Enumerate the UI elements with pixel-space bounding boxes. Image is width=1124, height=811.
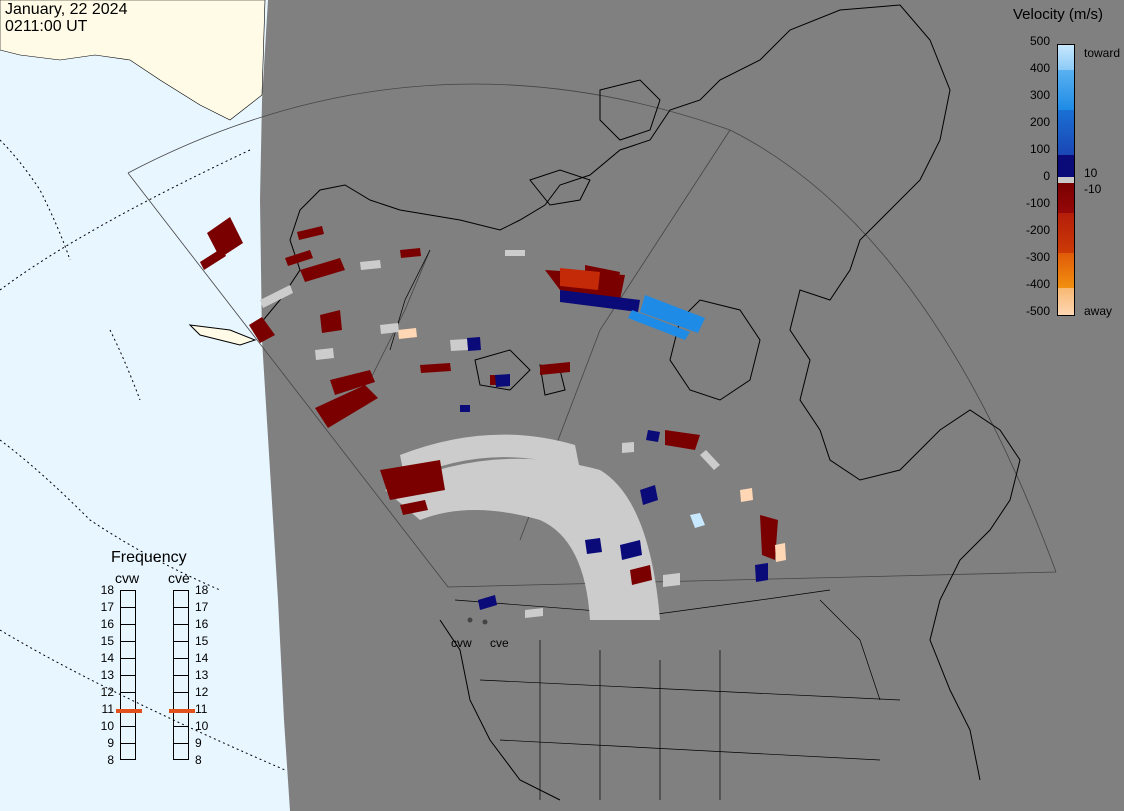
colorbar-tick: -300: [1025, 250, 1050, 264]
frequency-cell-divider: [174, 658, 188, 659]
colorbar-tick: -500: [1025, 304, 1050, 318]
frequency-scale-label: 18: [100, 583, 114, 597]
frequency-title: Frequency: [111, 549, 187, 566]
time-label: 0211:00 UT: [5, 18, 88, 35]
frequency-cell-divider: [121, 675, 135, 676]
frequency-scale-label: 18: [195, 583, 209, 597]
frequency-scale-label: 12: [100, 685, 114, 699]
colorbar-segment-near-zero-pos: [1058, 155, 1074, 177]
frequency-scale-cvw: [120, 590, 136, 760]
colorbar-tick: 200: [1029, 115, 1050, 129]
dayside-land: [0, 0, 266, 121]
frequency-scale-label: 8: [107, 753, 114, 767]
dayside-grid: [0, 139, 286, 771]
radar-marker-cve: [482, 619, 488, 625]
frequency-scale-label: 14: [100, 651, 114, 665]
frequency-cell-divider: [121, 743, 135, 744]
frequency-cell-divider: [121, 641, 135, 642]
colorbar-segment-zero: [1058, 177, 1074, 183]
colorbar-tick: -200: [1025, 223, 1050, 237]
frequency-scale-label: 9: [195, 736, 202, 750]
frequency-scale-label: 16: [100, 617, 114, 631]
frequency-scale-label: 15: [100, 634, 114, 648]
colorbar-segment-away-mid: [1058, 253, 1074, 288]
colorbar-away-label: away: [1084, 304, 1113, 318]
frequency-marker-cvw: [116, 708, 142, 713]
night-region: [260, 0, 1124, 811]
frequency-scale-label: 15: [195, 634, 209, 648]
colorbar-tick: 500: [1029, 34, 1050, 48]
frequency-scale-label: 16: [195, 617, 209, 631]
frequency-scale-label: 17: [195, 600, 209, 614]
frequency-scale-label: 10: [195, 719, 209, 733]
frequency-cell-divider: [121, 607, 135, 608]
frequency-radar-label-cve: cve: [168, 570, 190, 586]
frequency-cell-divider: [121, 658, 135, 659]
frequency-scale-label: 11: [101, 702, 114, 716]
frequency-scale-label: 9: [107, 736, 114, 750]
velocity-cells-away-strong: [560, 268, 600, 290]
velocity-colorbar: [1057, 44, 1075, 316]
colorbar-segment-toward-mid: [1058, 70, 1074, 110]
date-label: January, 22 2024: [5, 1, 128, 18]
colorbar-segment-away-high: [1058, 288, 1074, 315]
frequency-cell-divider: [121, 726, 135, 727]
frequency-scale-label: 11: [195, 702, 208, 716]
frequency-scale-label: 13: [100, 668, 114, 682]
colorbar-tick: 400: [1029, 61, 1050, 75]
political-borders: [389, 249, 901, 800]
velocity-cells-extreme: [398, 328, 786, 562]
colorbar-segment-toward-high: [1058, 45, 1074, 70]
colorbar-tick: 100: [1029, 142, 1050, 156]
frequency-marker-cve: [169, 708, 195, 713]
radar-site-label-cvw: cvw: [451, 636, 472, 650]
colorbar-toward-label: toward: [1084, 46, 1121, 60]
frequency-scale-label: 14: [195, 651, 209, 665]
radar-site-label-cve: cve: [490, 636, 509, 650]
colorbar-inner-tick: 10: [1084, 166, 1098, 180]
frequency-scale-label: 8: [195, 753, 202, 767]
frequency-cell-divider: [121, 692, 135, 693]
frequency-cell-divider: [174, 624, 188, 625]
frequency-scale-label: 13: [195, 668, 209, 682]
frequency-cell-divider: [174, 607, 188, 608]
colorbar-tick: -400: [1025, 277, 1050, 291]
colorbar-segment-toward-low: [1058, 110, 1074, 155]
velocity-cells-toward: [628, 295, 705, 340]
frequency-cell-divider: [174, 726, 188, 727]
coastlines: [188, 4, 1021, 801]
velocity-cells-toward-low: [460, 290, 768, 610]
frequency-cell-divider: [121, 624, 135, 625]
frequency-scale-label: 17: [100, 600, 114, 614]
colorbar-inner-tick: -10: [1084, 182, 1102, 196]
ground-scatter-band-outer: [400, 434, 580, 480]
velocity-cells-near-zero: [260, 250, 720, 618]
colorbar-tick: 0: [1043, 169, 1050, 183]
ground-scatter-band: [385, 458, 660, 620]
colorbar-segment-near-zero-neg: [1058, 183, 1074, 213]
colorbar-segment-away-low: [1058, 213, 1074, 253]
frequency-scale-label: 12: [195, 685, 209, 699]
frequency-scale-label: 10: [100, 719, 114, 733]
frequency-cell-divider: [174, 675, 188, 676]
frequency-scale-cve: [173, 590, 189, 760]
frequency-cell-divider: [174, 743, 188, 744]
radar-marker-cvw: [467, 617, 473, 623]
colorbar-tick: -100: [1025, 196, 1050, 210]
frequency-cell-divider: [174, 641, 188, 642]
legend-title: Velocity (m/s): [1013, 6, 1104, 23]
frequency-radar-label-cvw: cvw: [115, 570, 140, 586]
frequency-cell-divider: [174, 692, 188, 693]
colorbar-tick: 300: [1029, 88, 1050, 102]
